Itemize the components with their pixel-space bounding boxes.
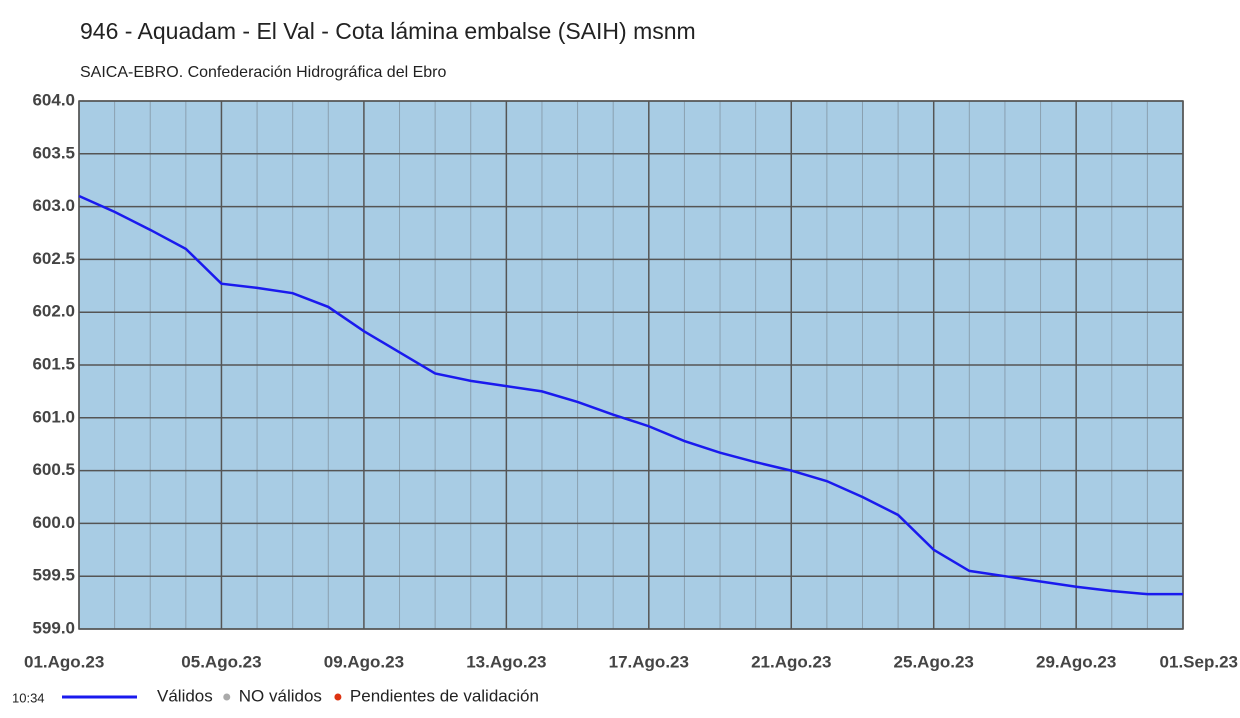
legend-dot [334, 693, 342, 701]
legend-dot [223, 693, 231, 701]
chart-subtitle: SAICA-EBRO. Confederación Hidrográfica d… [80, 64, 446, 81]
data-line [78, 194, 1183, 596]
y-tick-label: 602.5 [32, 249, 75, 268]
x-tick-label: 13.Ago.23 [466, 652, 546, 671]
x-tick-label: 09.Ago.23 [324, 652, 404, 671]
x-tick-label: 29.Ago.23 [1036, 652, 1116, 671]
legend-label: NO válidos [239, 686, 322, 705]
y-tick-label: 599.5 [32, 566, 75, 585]
time-label: 10:34 [12, 690, 45, 705]
x-tick-label: 05.Ago.23 [181, 652, 261, 671]
y-tick-label: 603.0 [32, 196, 75, 215]
y-tick-label: 602.0 [32, 302, 75, 321]
legend-label: Pendientes de validación [350, 686, 539, 705]
x-tick-label: 01.Ago.23 [24, 652, 104, 671]
legend-label: Válidos [157, 686, 213, 705]
y-tick-label: 599.0 [32, 618, 75, 637]
x-tick-label: 25.Ago.23 [894, 652, 974, 671]
y-tick-label: 601.5 [32, 354, 75, 373]
y-tick-label: 600.5 [32, 460, 75, 479]
plot-border [78, 100, 1184, 630]
y-tick-label: 604.0 [32, 90, 75, 109]
x-tick-label: 21.Ago.23 [751, 652, 831, 671]
y-tick-label: 601.0 [32, 407, 75, 426]
chart-title: 946 - Aquadam - El Val - Cota lámina emb… [80, 18, 696, 44]
x-tick-label: 17.Ago.23 [609, 652, 689, 671]
x-tick-label: 01.Sep.23 [1160, 652, 1238, 671]
y-tick-label: 600.0 [32, 513, 75, 532]
y-tick-label: 603.5 [32, 143, 75, 162]
